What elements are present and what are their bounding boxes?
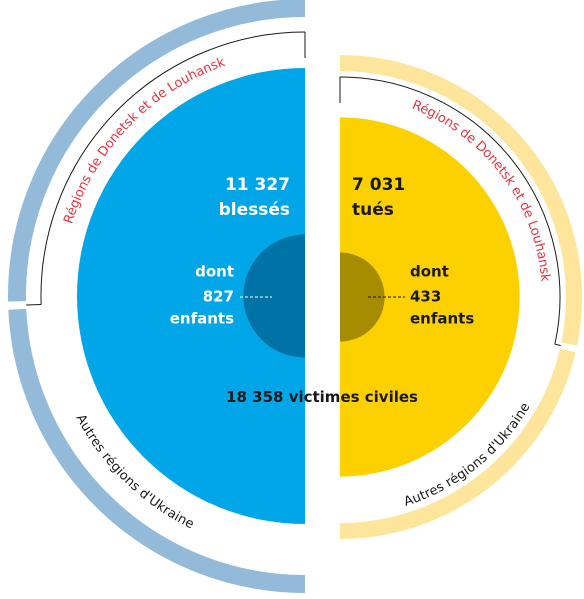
children-disc <box>243 234 305 358</box>
region-ring <box>339 348 576 539</box>
half-value: 7 031 <box>352 175 405 195</box>
half-value: 11 327 <box>225 175 290 195</box>
children-prefix: dont <box>195 263 234 281</box>
children-value: 433 <box>410 288 441 306</box>
total: 18 358 victimes civiles <box>226 388 418 406</box>
total-text: victimes civiles <box>289 388 418 406</box>
region-ring <box>8 308 306 593</box>
children-prefix: dont <box>410 263 449 281</box>
half-name: tués <box>352 200 394 220</box>
region-ring <box>8 0 306 302</box>
children-name: enfants <box>410 310 474 328</box>
children-disc <box>340 252 385 342</box>
half-disc <box>340 117 520 477</box>
half-name: blessés <box>219 200 290 220</box>
region-ring <box>339 55 582 346</box>
bracket <box>40 31 306 305</box>
children-name: enfants <box>170 310 234 328</box>
children-value: 827 <box>203 288 234 306</box>
total-value: 18 358 <box>226 388 283 406</box>
bracket-tick <box>554 343 561 347</box>
bracket <box>339 76 561 345</box>
half-disc <box>77 68 305 524</box>
